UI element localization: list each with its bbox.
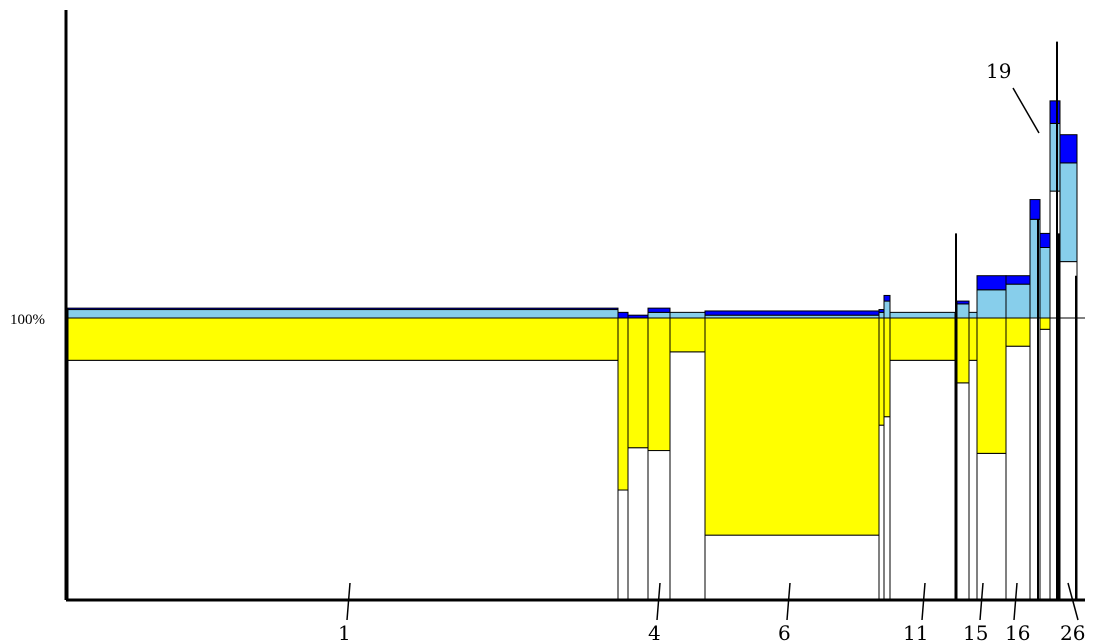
bar-2-white-segment: [617, 489, 629, 601]
bar-4-light-blue-segment: [647, 311, 671, 319]
bar-7-blue-segment: [878, 309, 885, 313]
bar-12-white-segment: [976, 452, 1007, 601]
bars: [67, 100, 1078, 601]
bar-8-blue-segment: [883, 294, 891, 302]
bar-15-yellow-segment: [1039, 317, 1051, 330]
leader-line-19: [1012, 87, 1040, 134]
bar-11-yellow-segment: [968, 317, 978, 361]
bar-13-white-segment: [1005, 345, 1031, 601]
bar-16-light-blue-segment: [1049, 122, 1061, 192]
bar-17-blue-segment: [1059, 134, 1078, 164]
bar-13-yellow-segment: [1005, 317, 1031, 347]
bar-6-blue-segment: [704, 310, 880, 316]
bar-4-yellow-segment: [647, 317, 671, 452]
bar-5-light-blue-segment: [669, 311, 706, 319]
bar-15-blue-segment: [1039, 232, 1051, 248]
bar-2-yellow-segment: [617, 317, 629, 491]
bar-10-yellow-segment: [956, 317, 970, 384]
bar-4-blue-segment: [647, 307, 671, 313]
leader-line-16: [1013, 582, 1018, 621]
bar-2-blue-segment: [617, 311, 629, 319]
leader-line-4: [656, 582, 661, 621]
bar-1-white-segment: [67, 359, 619, 601]
bar-5-yellow-segment: [669, 317, 706, 353]
tick-label-4: 4: [648, 621, 661, 644]
leader-line-15: [979, 582, 984, 621]
leader-lines: [346, 87, 1079, 621]
tick-label-15: 15: [963, 621, 988, 644]
bar-8-light-blue-segment: [883, 300, 891, 319]
bar-8-yellow-segment: [883, 317, 891, 418]
bar-12-light-blue-segment: [976, 289, 1007, 319]
bar-1-blue-segment: [67, 307, 619, 311]
bar-5-white-segment: [669, 351, 706, 601]
bar-15-white-segment: [1039, 328, 1051, 601]
bar-13-blue-segment: [1005, 275, 1031, 285]
tick-label-11: 11: [903, 621, 928, 644]
bar-13-light-blue-segment: [1005, 283, 1031, 319]
bar-7-light-blue-segment: [878, 311, 885, 319]
bar-3-white-segment: [627, 447, 649, 601]
tick-label-6: 6: [778, 621, 791, 644]
reference-line-label: 100%: [10, 312, 45, 328]
bar-9-white-segment: [889, 359, 956, 601]
spikes: [955, 41, 1077, 600]
bar-14-blue-segment: [1029, 199, 1041, 220]
bar-10-light-blue-segment: [956, 303, 970, 319]
bar-7-yellow-segment: [878, 317, 885, 426]
tick-label-19: 19: [986, 59, 1011, 83]
bar-12-blue-segment: [976, 275, 1007, 291]
bar-3-yellow-segment: [627, 317, 649, 449]
bar-6-white-segment: [704, 534, 880, 601]
bar-9-light-blue-segment: [889, 311, 956, 319]
bar-17-white-segment: [1059, 261, 1078, 601]
bar-6-yellow-segment: [704, 317, 880, 536]
leader-line-6: [786, 582, 791, 621]
bar-11-white-segment: [968, 359, 978, 601]
bar-17-light-blue-segment: [1059, 162, 1078, 263]
leader-line-11: [921, 582, 926, 621]
x-ticks: 1 4 6 11 15 16 19 26: [338, 59, 1085, 644]
bar-12-yellow-segment: [976, 317, 1007, 454]
bar-16-blue-segment: [1049, 100, 1061, 124]
tick-label-1: 1: [338, 621, 351, 644]
bar-8-white-segment: [883, 416, 891, 601]
tick-label-26: 26: [1060, 621, 1085, 644]
bar-15-light-blue-segment: [1039, 247, 1051, 319]
bar-10-blue-segment: [956, 300, 970, 305]
bar-4-white-segment: [647, 450, 671, 601]
bar-7-white-segment: [878, 424, 885, 601]
bar-9-yellow-segment: [889, 317, 956, 361]
bar-1-yellow-segment: [67, 317, 619, 361]
bar-11-light-blue-segment: [968, 311, 978, 319]
leader-line-1: [346, 582, 351, 621]
bar-10-white-segment: [956, 382, 970, 601]
leader-line-26: [1067, 582, 1079, 621]
tick-label-16: 16: [1005, 621, 1030, 644]
bar-1-light-blue-segment: [67, 309, 619, 319]
